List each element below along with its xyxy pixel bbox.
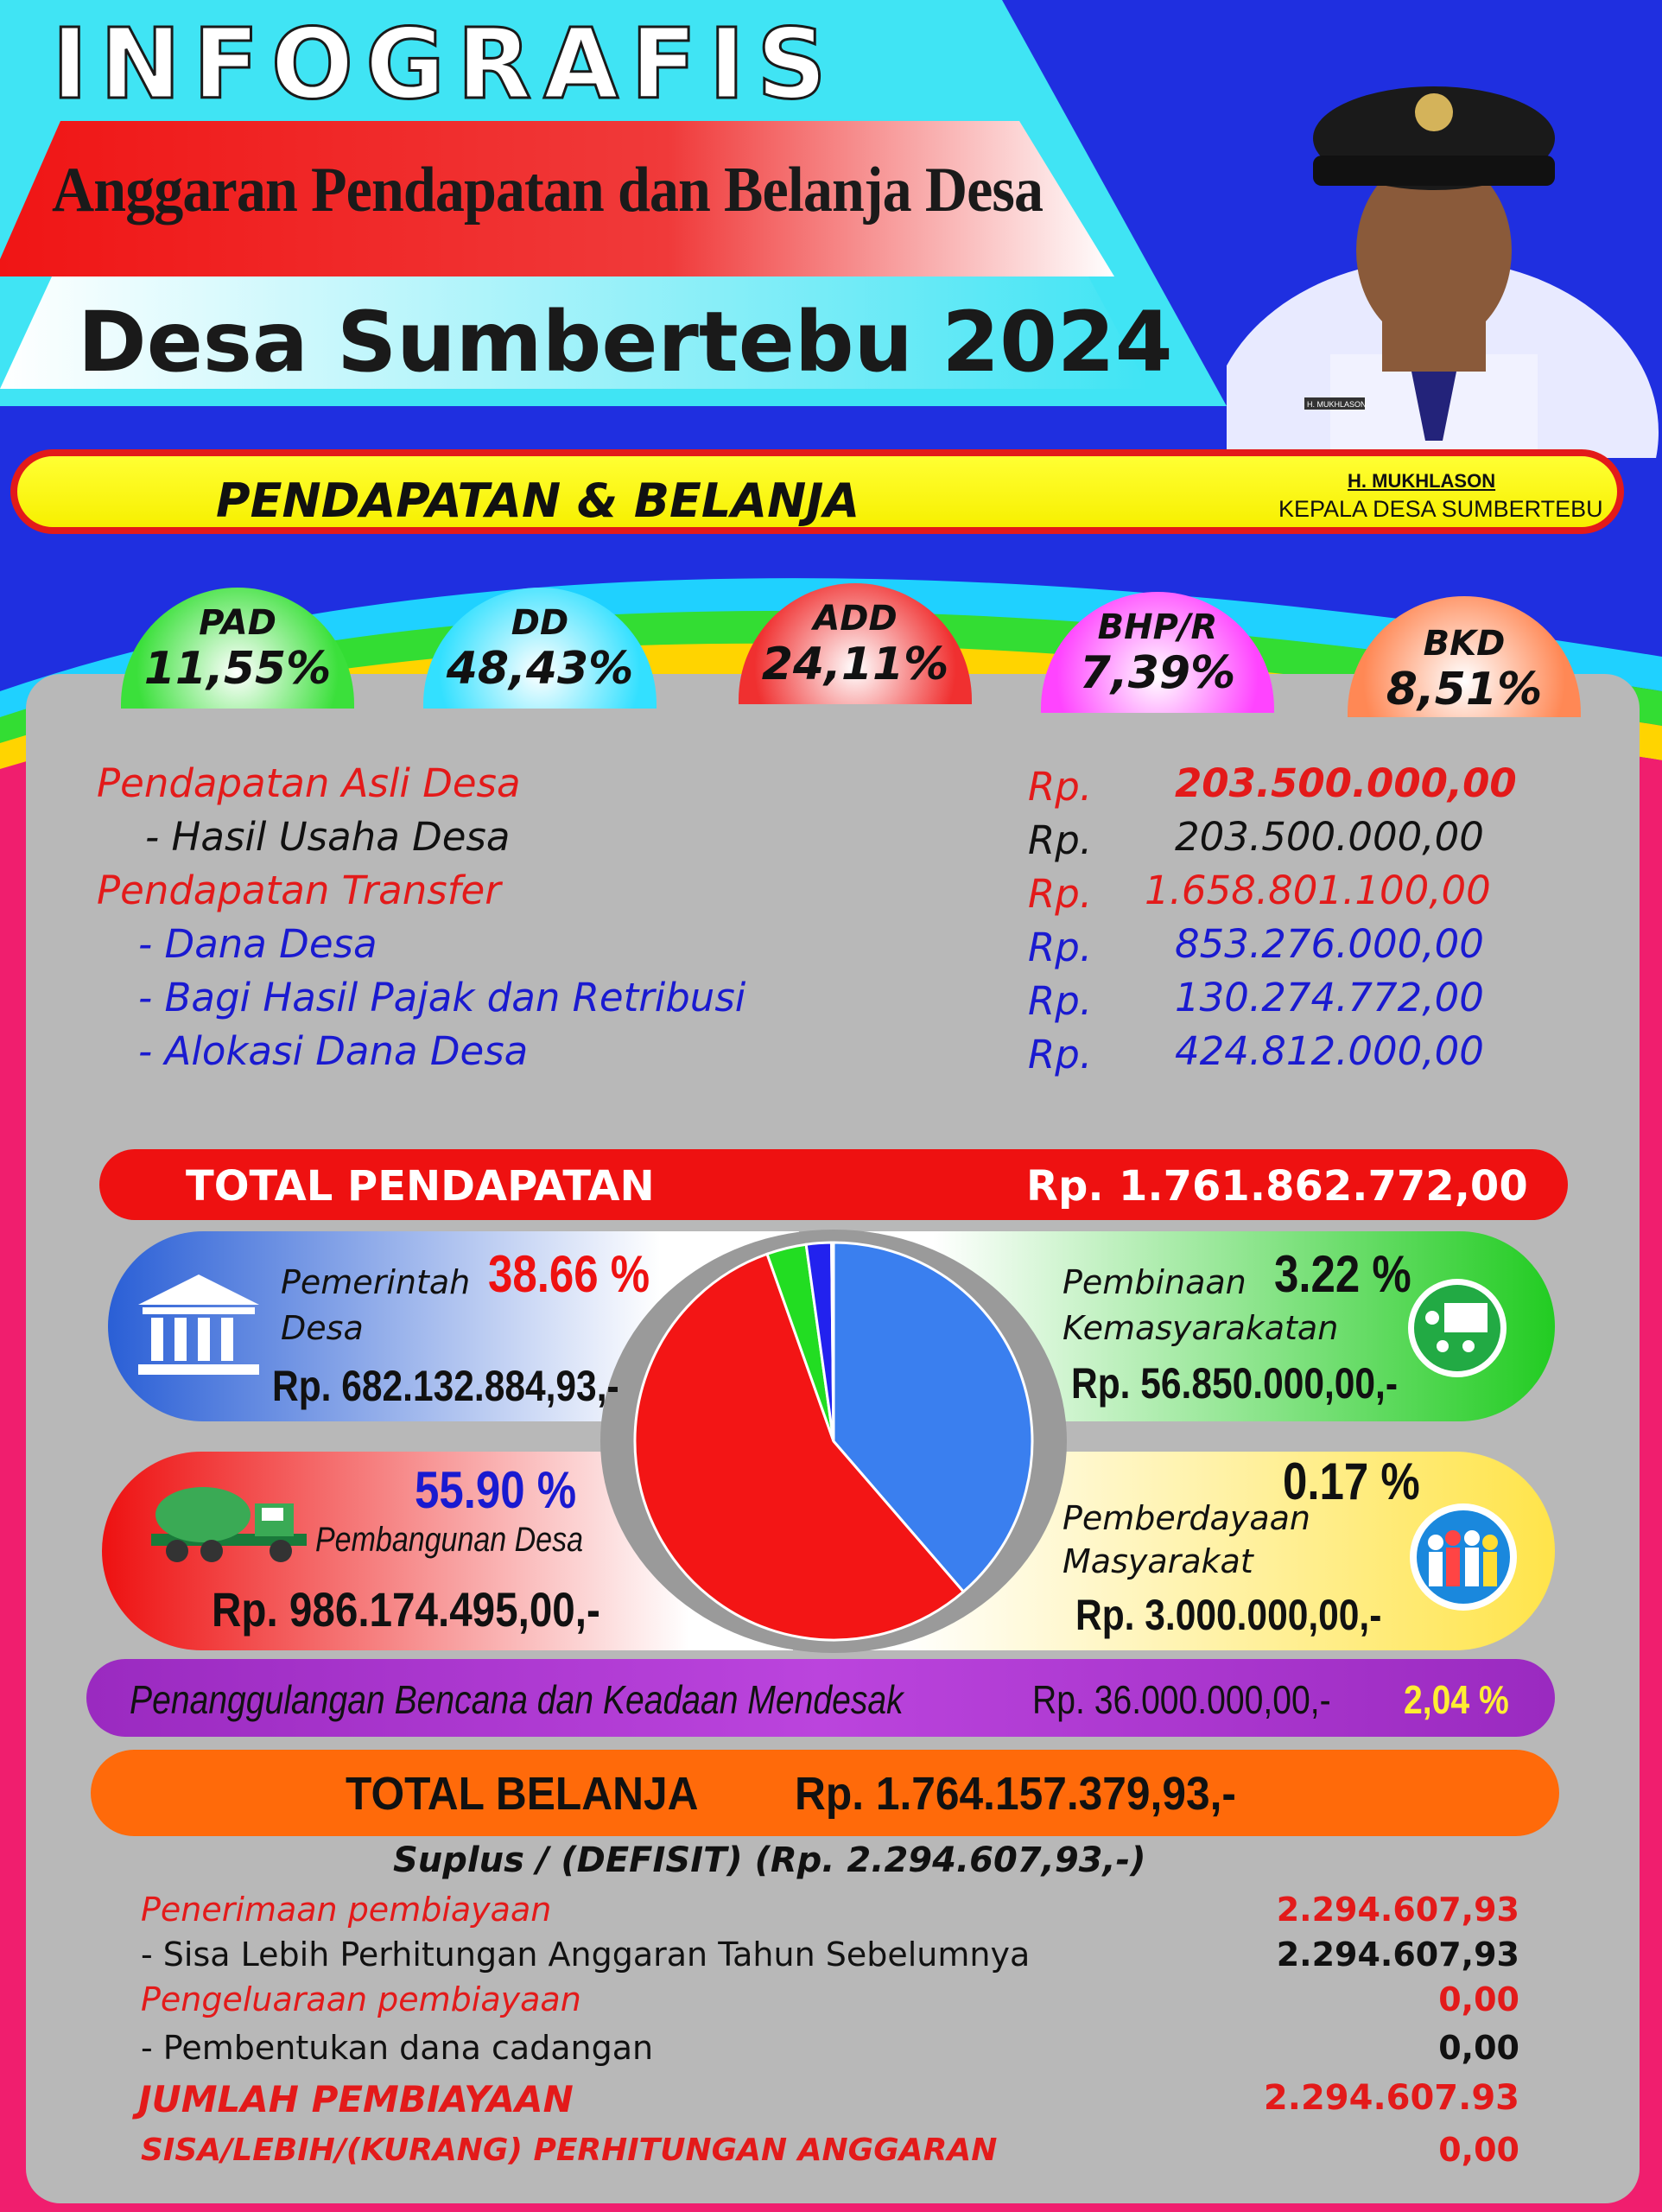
bencana-bar (86, 1659, 1555, 1737)
bubble-percent: 11,55% (143, 643, 332, 695)
financing-label: Penerimaan pembiayaan (141, 1891, 552, 1929)
pembangunan-amount: Rp. 986.174.495,00,- (212, 1582, 600, 1637)
pie-slice-pembangunan-desa (633, 1252, 966, 1642)
name-badge: H. MUKHLASON (1307, 400, 1367, 409)
village-year-title: Desa Sumbertebu 2024 (78, 294, 1173, 391)
bencana-percent: 2,04 % (1404, 1677, 1509, 1722)
chief-title: KEPALA DESA SUMBERTEBU (1278, 496, 1603, 522)
pembinaan-label1: Pembinaan (1063, 1263, 1246, 1301)
community-people-icon (1410, 1503, 1517, 1611)
chief-name: H. MUKHLASON (1348, 470, 1496, 492)
bubble-label: BHP/R (1097, 607, 1218, 647)
government-building-icon (138, 1274, 259, 1375)
financing-label: Pengeluaraan pembiayaan (141, 1980, 581, 2018)
income-amount: 424.812.000,00 (1175, 1028, 1484, 1074)
presentation-icon (1408, 1279, 1507, 1377)
total-spending-bar (91, 1750, 1559, 1836)
financing-label: JUMLAH PEMBIAYAAN (138, 2078, 574, 2120)
village-head-portrait: H. MUKHLASON (1227, 86, 1659, 458)
income-amount: 853.276.000,00 (1175, 921, 1484, 967)
pembinaan-amount: Rp. 56.850.000,00,- (1071, 1359, 1399, 1408)
financing-amount: 2.294.607,93 (1276, 1891, 1519, 1929)
income-amount: 203.500.000,00 (1175, 760, 1517, 806)
bubble-pad: PAD 11,55% (121, 588, 354, 709)
pemberdayaan-label2: Masyarakat (1063, 1542, 1253, 1580)
bubble-label: PAD (199, 603, 276, 643)
total-income-bar (99, 1149, 1568, 1220)
income-currency: Rp. (1028, 764, 1093, 810)
surplus-line: Suplus / (DEFISIT) (Rp. 2.294.607,93,-) (393, 1840, 1146, 1880)
income-row: Pendapatan Transfer (97, 868, 501, 913)
bubble-label: ADD (813, 599, 898, 639)
bubble-percent: 7,39% (1079, 647, 1236, 699)
cement-mixer-truck-icon (151, 1487, 307, 1562)
pie-slice-pemberdayaan-masyarakat (830, 1241, 835, 1442)
pemerintah-percent: 38.66 % (488, 1245, 650, 1303)
income-row: - Hasil Usaha Desa (145, 814, 511, 860)
pemerintah-label2: Desa (281, 1309, 364, 1347)
bubble-percent: 48,43% (446, 643, 634, 695)
bubble-label: DD (511, 603, 569, 643)
pemerintah-label1: Pemerintah (281, 1263, 471, 1301)
pembangunan-label: Pembangunan Desa (315, 1521, 584, 1559)
pembinaan-percent: 3.22 % (1274, 1245, 1411, 1303)
pemerintah-amount: Rp. 682.132.884,93,- (272, 1362, 619, 1410)
bubble-percent: 8,51% (1386, 664, 1543, 715)
total-spending-label: TOTAL BELANJA (346, 1768, 699, 1820)
financing-label: SISA/LEBIH/(KURANG) PERHITUNGAN ANGGARAN (141, 2133, 998, 2168)
section-banner (10, 449, 1624, 534)
pemberdayaan-label1: Pemberdayaan (1063, 1499, 1310, 1537)
income-row: Pendapatan Asli Desa (97, 760, 521, 806)
pembinaan-label2: Kemasyarakatan (1063, 1309, 1339, 1347)
total-income-label: TOTAL PENDAPATAN (186, 1162, 655, 1211)
apbdes-subtitle: Anggaran Pendapatan dan Belanja Desa (52, 155, 1044, 226)
pembangunan-percent: 55.90 % (415, 1461, 577, 1519)
financing-label: - Sisa Lebih Perhitungan Anggaran Tahun … (141, 1936, 1031, 1974)
financing-amount: 0,00 (1438, 1980, 1519, 2018)
income-row: - Dana Desa (138, 921, 377, 967)
income-currency: Rp. (1028, 1032, 1093, 1077)
pemberdayaan-percent: 0.17 % (1283, 1452, 1420, 1510)
income-row: - Alokasi Dana Desa (138, 1028, 529, 1074)
bubble-add: ADD 24,11% (739, 583, 972, 704)
income-amount: 130.274.772,00 (1175, 975, 1484, 1020)
total-spending-amount: Rp. 1.764.157.379,93,- (795, 1768, 1236, 1820)
pemberdayaan-amount: Rp. 3.000.000,00,- (1075, 1591, 1382, 1639)
income-currency: Rp. (1028, 871, 1093, 917)
spending-pie-chart (600, 1230, 1067, 1653)
bubble-percent: 24,11% (761, 639, 949, 690)
income-currency: Rp. (1028, 925, 1093, 970)
total-income-amount: 1.761.862.772,00 (1119, 1162, 1528, 1211)
infografis-title: INFOGRAFIS (51, 8, 839, 123)
bubble-label: BKD (1423, 624, 1506, 664)
bubble-bhpr: BHP/R 7,39% (1041, 592, 1274, 713)
total-income-currency: Rp. (1026, 1162, 1104, 1211)
bencana-label: Penanggulangan Bencana dan Keadaan Mende… (130, 1677, 904, 1722)
income-row: - Bagi Hasil Pajak dan Retribusi (138, 975, 746, 1020)
pie-slice-pemerintah-desa (832, 1241, 1034, 1594)
bencana-amount: Rp. 36.000.000,00,- (1032, 1677, 1331, 1722)
bubble-dd: DD 48,43% (423, 588, 657, 709)
financing-label: - Pembentukan dana cadangan (141, 2029, 654, 2067)
income-currency: Rp. (1028, 978, 1093, 1024)
financing-amount: 0,00 (1438, 2131, 1519, 2169)
financing-amount: 2.294.607,93 (1276, 1936, 1519, 1974)
income-amount: 1.658.801.100,00 (1145, 868, 1491, 913)
financing-amount: 0,00 (1438, 2029, 1519, 2067)
income-amount: 203.500.000,00 (1175, 814, 1484, 860)
financing-amount: 2.294.607.93 (1263, 2078, 1519, 2118)
section-label: PENDAPATAN & BELANJA (216, 474, 860, 528)
income-currency: Rp. (1028, 817, 1093, 863)
